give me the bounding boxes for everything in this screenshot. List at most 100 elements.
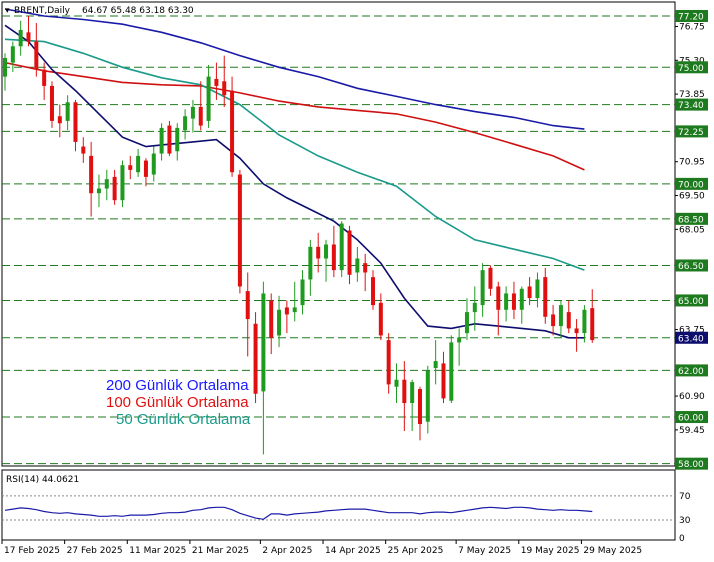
- candle-body: [136, 155, 141, 173]
- candle-body: [316, 246, 321, 259]
- price-tick-label: 63.75: [679, 326, 705, 336]
- time-tick-label: 17 Feb 2025: [4, 546, 60, 556]
- candle-body: [464, 312, 469, 334]
- candle-body: [347, 230, 352, 275]
- level-label: 75.00: [678, 64, 704, 74]
- candles: [3, 15, 595, 455]
- candle-body: [582, 309, 587, 334]
- price-tick-label: 68.05: [679, 225, 705, 235]
- candle-body: [214, 78, 219, 86]
- candle-body: [355, 258, 360, 273]
- candle-body: [159, 127, 164, 154]
- candle-body: [96, 188, 101, 194]
- candle-body: [104, 179, 109, 189]
- candle-body: [590, 308, 595, 341]
- candle-body: [49, 85, 54, 121]
- time-tick-label: 14 Apr 2025: [325, 546, 381, 556]
- candle-body: [480, 270, 485, 306]
- moving-averages: [4, 8, 585, 339]
- rsi-panel-frame: [1, 469, 676, 541]
- candle-body: [433, 361, 438, 369]
- rsi-indicator: 70 30 0: [2, 492, 691, 544]
- candle-body: [371, 277, 376, 306]
- level-label: 72.25: [678, 128, 704, 138]
- candle-body: [269, 300, 274, 338]
- rsi-line: [4, 506, 593, 520]
- candle-body: [574, 328, 579, 334]
- legend-50ma: 50 Günlük Ortalama: [116, 411, 251, 428]
- time-tick-label: 27 Feb 2025: [67, 546, 123, 556]
- price-tick-label: 69.50: [679, 192, 705, 202]
- time-tick-label: 2 Apr 2025: [262, 546, 312, 556]
- price-tick-label: 73.85: [679, 90, 705, 100]
- ohlc-readout: 64.67 65.48 63.18 63.30: [82, 6, 194, 16]
- candle-body: [222, 81, 227, 96]
- legend-100ma: 100 Günlük Ortalama: [106, 394, 249, 411]
- level-label-box: [675, 9, 708, 22]
- moving-average-line: [4, 61, 585, 171]
- price-tick-label: 76.75: [679, 22, 705, 32]
- candle-body: [363, 263, 368, 273]
- level-label-box: [675, 98, 708, 111]
- level-lines: [2, 15, 675, 465]
- level-label: 62.00: [678, 367, 704, 377]
- candle-body: [566, 312, 571, 329]
- candle-body: [527, 286, 532, 299]
- price-tick-label: 70.95: [679, 158, 705, 168]
- candle-body: [504, 293, 509, 310]
- rsi-tick-label: 0: [679, 534, 685, 544]
- candle-body: [324, 244, 329, 259]
- candle-body: [558, 305, 563, 327]
- time-tick-label: 7 May 2025: [458, 546, 511, 556]
- level-label: 77.20: [678, 12, 704, 22]
- candle-body: [65, 102, 70, 121]
- candle-body: [57, 116, 62, 124]
- candle-body: [81, 146, 86, 154]
- level-label-box: [675, 212, 708, 225]
- candle-body: [253, 323, 258, 394]
- candle-body: [73, 102, 78, 142]
- candle-body: [425, 370, 430, 422]
- current-price-label: 63.40: [678, 334, 704, 344]
- level-labels: 77.20 75.00 73.40 72.25 70.00 68.50 66.50 65.00…: [675, 9, 708, 470]
- candle-body: [386, 340, 391, 385]
- candle-body: [10, 46, 15, 63]
- candle-body: [245, 291, 250, 320]
- candle-body: [300, 279, 305, 306]
- candle-body: [3, 57, 7, 77]
- candle-body: [120, 165, 125, 201]
- level-label: 65.00: [678, 297, 704, 307]
- level-label-box: [675, 259, 708, 272]
- candle-body: [143, 160, 148, 177]
- candle-body: [175, 127, 180, 152]
- level-label-box: [675, 457, 708, 470]
- candle-body: [112, 176, 117, 201]
- candle-body: [42, 69, 47, 86]
- candle-body: [331, 244, 336, 271]
- candle-body: [417, 389, 422, 425]
- time-tick-label: 29 May 2025: [583, 546, 642, 556]
- candle-body: [292, 307, 297, 313]
- candle-body: [402, 379, 407, 404]
- candle-body: [511, 293, 516, 310]
- level-label: 60.00: [678, 414, 704, 424]
- collapse-arrow-icon[interactable]: ▾: [5, 6, 10, 16]
- candle-body: [488, 267, 493, 289]
- main-panel-frame: [1, 1, 676, 467]
- candle-body: [89, 155, 94, 194]
- candle-body: [496, 286, 501, 310]
- level-label-box: [675, 177, 708, 190]
- candle-body: [449, 342, 454, 401]
- candle-body: [18, 29, 23, 47]
- candle-body: [277, 309, 282, 336]
- level-label-box: [675, 61, 708, 74]
- candle-body: [339, 223, 344, 271]
- time-tick-label: 19 May 2025: [521, 546, 580, 556]
- candle-body: [198, 106, 203, 126]
- level-label-box: [675, 411, 708, 424]
- level-label-box: [675, 125, 708, 138]
- level-label-box: [675, 294, 708, 307]
- price-tick-label: 59.45: [679, 426, 705, 436]
